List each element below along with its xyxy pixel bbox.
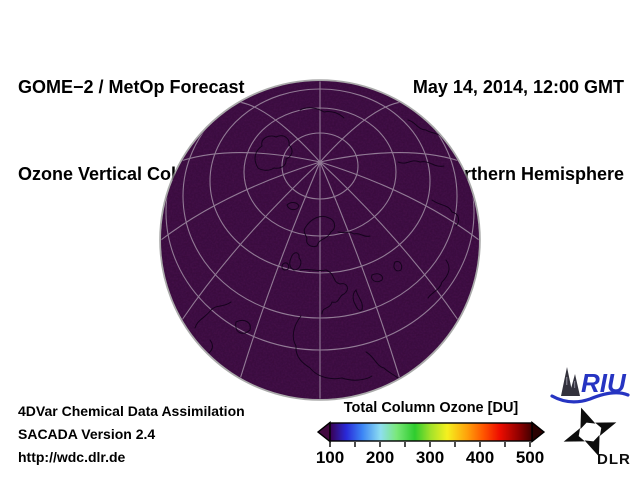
coastline-path	[254, 135, 293, 171]
riu-wave-icon	[550, 391, 630, 404]
coastline-path	[289, 252, 302, 271]
colorbar-tick-label: 400	[465, 448, 495, 467]
dlr-logo-text: DLR	[597, 451, 631, 468]
globe-rim	[159, 79, 481, 401]
coastline-path	[397, 160, 445, 167]
coastline-path	[281, 262, 290, 271]
meridian-line	[319, 161, 479, 241]
meridian-line	[161, 161, 321, 241]
coastline-path	[299, 107, 345, 119]
datetime-label: May 14, 2014, 12:00 GMT	[412, 77, 624, 97]
colorbar-title: Total Column Ozone [DU]	[343, 400, 519, 416]
meridian-line	[319, 161, 459, 320]
colorbar-gradient-bar	[329, 422, 533, 442]
coastline-group	[194, 107, 460, 383]
meridian-line	[319, 101, 400, 163]
coastline-path	[194, 301, 232, 329]
coastline-path	[371, 273, 383, 283]
graticule-group	[161, 81, 479, 399]
cathedral-icon	[561, 367, 580, 396]
colorbar-right-arrow	[531, 421, 546, 443]
coastline-path	[299, 268, 348, 315]
colorbar-tick-label: 200	[365, 448, 395, 467]
coastline-path	[303, 215, 336, 247]
colorbar-tick-label: 300	[415, 448, 445, 467]
credit-line-2: SACADA Version 2.4	[18, 426, 156, 442]
meridian-line	[239, 161, 321, 378]
dlr-logo: DLR	[563, 407, 631, 468]
meridian-line	[181, 161, 321, 320]
coastline-path	[407, 119, 443, 139]
coastline-path	[393, 261, 403, 272]
coastline-path	[427, 259, 450, 299]
meridian-line	[319, 161, 401, 378]
coastline-path	[286, 202, 300, 211]
colorbar-ticks	[329, 442, 531, 447]
coastline-path	[235, 319, 251, 334]
meridian-line	[319, 152, 458, 163]
riu-logo: RIU	[550, 367, 630, 404]
coastline-path	[292, 315, 373, 381]
meridian-line	[240, 101, 321, 163]
colorbar-left-arrow	[316, 421, 331, 443]
coastline-path	[337, 231, 371, 237]
colorbar-tick-label: 500	[515, 448, 545, 467]
coastline-path	[365, 351, 403, 383]
dlr-star-icon	[563, 407, 617, 457]
colorbar-tick-label: 100	[315, 448, 345, 467]
coastline-path	[352, 289, 363, 311]
meridian-line	[182, 152, 321, 163]
credit-line-3: http://wdc.dlr.de	[18, 449, 126, 465]
product-title: GOME−2 / MetOp Forecast	[18, 77, 245, 97]
credit-line-1: 4DVar Chemical Data Assimilation	[18, 403, 245, 419]
coastline-path	[431, 199, 460, 227]
colorbar	[316, 421, 546, 447]
